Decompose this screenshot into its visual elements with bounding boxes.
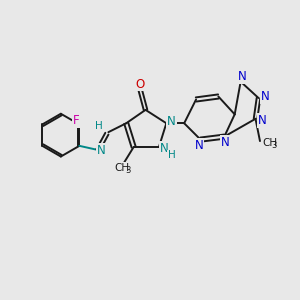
Text: N: N — [220, 136, 229, 149]
Text: F: F — [73, 114, 80, 128]
Text: N: N — [167, 115, 176, 128]
Text: H: H — [95, 121, 103, 130]
Text: N: N — [238, 70, 247, 83]
Text: H: H — [167, 150, 175, 161]
Text: N: N — [160, 142, 168, 155]
Text: N: N — [261, 90, 269, 103]
Text: CH: CH — [262, 138, 278, 148]
Text: 3: 3 — [271, 141, 277, 150]
Text: O: O — [135, 77, 144, 91]
Text: N: N — [258, 114, 266, 127]
Text: N: N — [195, 139, 203, 152]
Text: 3: 3 — [126, 166, 131, 175]
Text: CH: CH — [114, 163, 129, 173]
Text: N: N — [97, 143, 106, 157]
